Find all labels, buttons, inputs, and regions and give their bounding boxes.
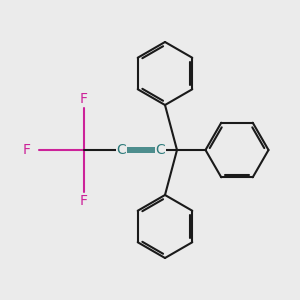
- Text: C: C: [117, 143, 126, 157]
- Text: F: F: [80, 194, 88, 208]
- Text: F: F: [80, 92, 88, 106]
- Text: F: F: [23, 143, 31, 157]
- Text: C: C: [156, 143, 165, 157]
